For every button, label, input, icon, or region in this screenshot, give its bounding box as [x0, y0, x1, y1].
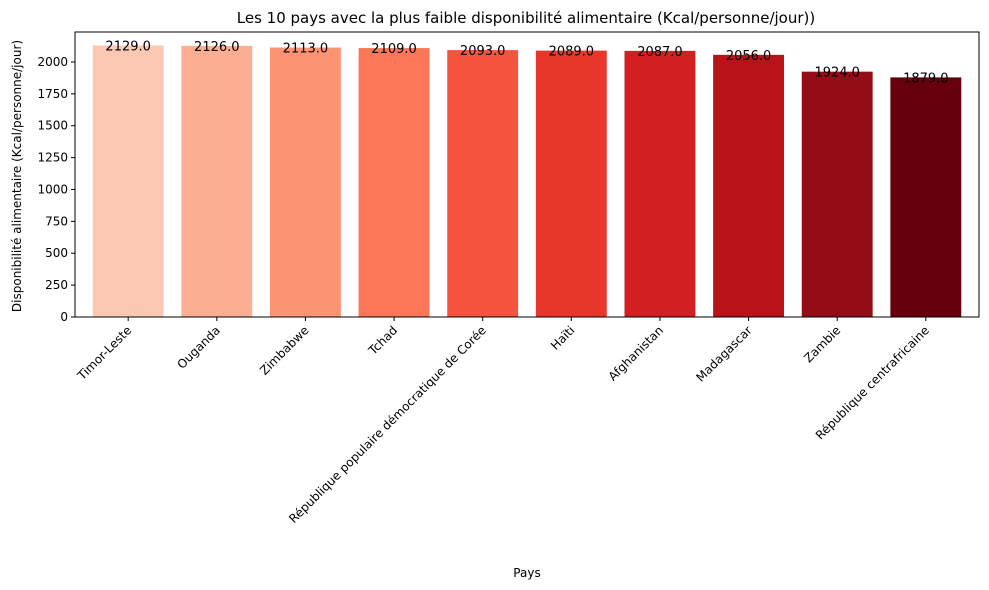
bar	[890, 77, 962, 318]
x-axis-label: Pays	[513, 566, 540, 580]
x-tick-label: Timor-Leste	[74, 323, 134, 383]
plot-area: 2129.0 2126.0 2113.0 2109.0 2093.0 2089.0 2087…	[37, 31, 980, 526]
x-tick-label: Zimbabwe	[257, 323, 311, 377]
data-label: 1924.0	[814, 66, 860, 81]
y-tick-label: 1750	[37, 87, 68, 101]
data-label: 2089.0	[549, 45, 595, 60]
bar	[801, 71, 873, 317]
data-label: 2087.0	[637, 45, 683, 60]
bar	[358, 48, 430, 318]
data-label: 2126.0	[194, 40, 240, 55]
bar	[624, 50, 696, 317]
bar	[713, 54, 785, 318]
y-tick-label: 1500	[37, 119, 68, 133]
bar	[92, 45, 164, 317]
bar	[269, 47, 341, 318]
x-tick-label: Madagascar	[693, 323, 754, 384]
data-label: 2093.0	[460, 44, 506, 59]
data-label: 2129.0	[105, 40, 151, 55]
y-tick-label: 500	[45, 246, 68, 260]
x-tick-label: Zambie	[801, 323, 843, 365]
data-label: 2109.0	[371, 42, 417, 57]
bar	[447, 50, 519, 317]
y-tick-label: 250	[45, 278, 68, 292]
y-tick-label: 750	[45, 214, 68, 228]
bar	[181, 45, 253, 318]
x-tick-label: Afghanistan	[606, 323, 666, 383]
y-tick-label: 2000	[37, 55, 68, 69]
chart-title: Les 10 pays avec la plus faible disponib…	[237, 9, 815, 27]
x-tick-label: Ouganda	[174, 323, 223, 372]
y-axis-label: Disponibilité alimentaire (Kcal/personne…	[10, 40, 24, 312]
x-tick-label: Tchad	[365, 323, 400, 358]
y-tick-label: 1250	[37, 151, 68, 165]
y-tick-label: 1000	[37, 182, 68, 196]
x-tick-label: République populaire démocratique de Cor…	[286, 323, 489, 526]
data-label: 2056.0	[726, 49, 772, 64]
axes-frame	[74, 31, 980, 318]
x-tick-label: Haïti	[548, 323, 578, 353]
data-label: 2113.0	[283, 42, 329, 57]
bar	[535, 50, 607, 317]
data-label: 1879.0	[903, 71, 949, 86]
y-tick-label: 0	[60, 310, 68, 324]
